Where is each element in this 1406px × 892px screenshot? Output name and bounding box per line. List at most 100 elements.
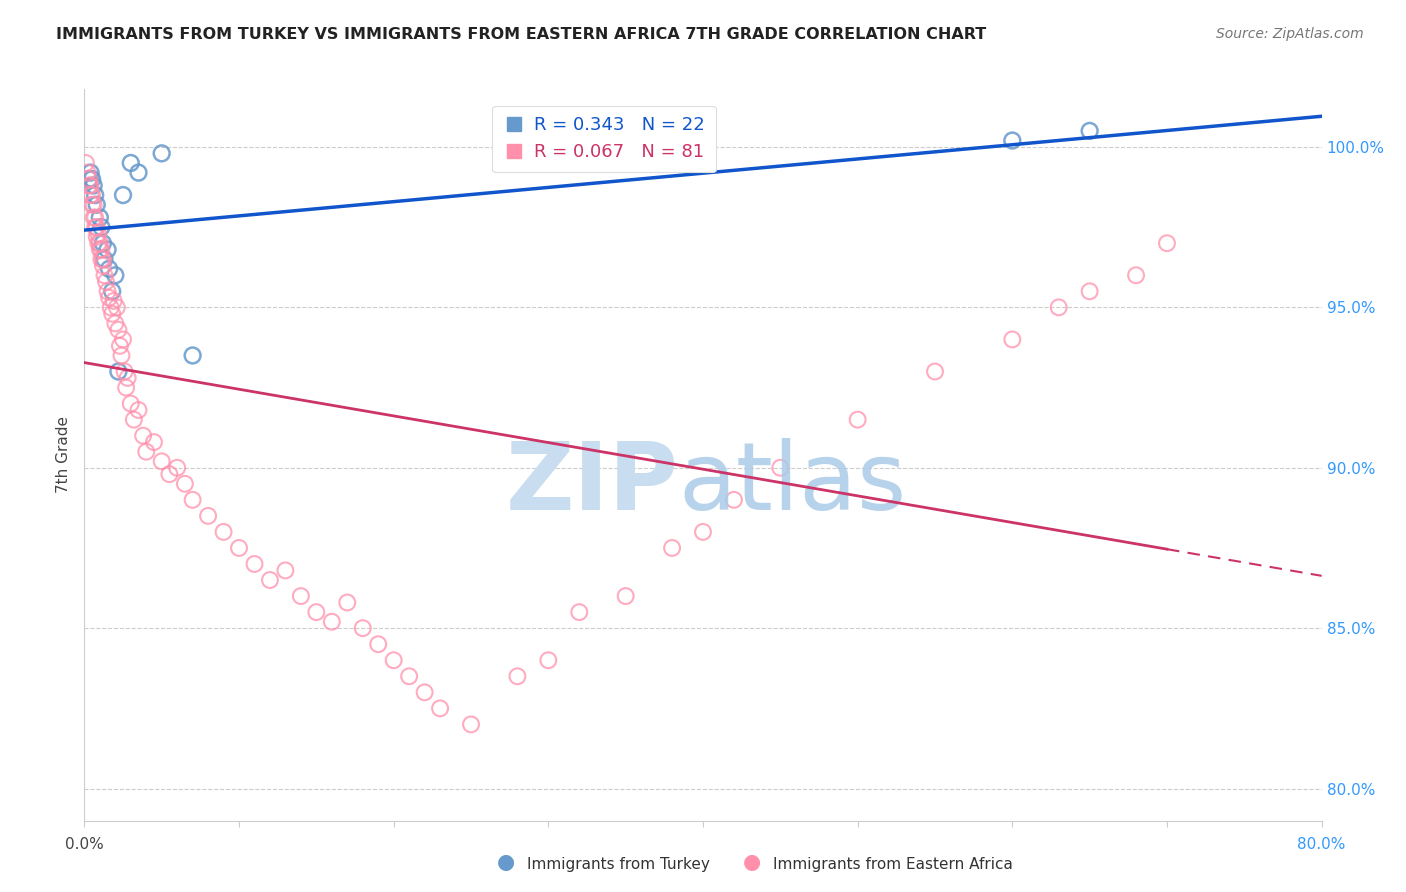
Point <box>87 236 110 251</box>
Point <box>174 476 197 491</box>
Text: 0.0%: 0.0% <box>65 837 104 852</box>
Point <box>1001 333 1024 347</box>
Point <box>120 396 142 410</box>
Point <box>77 172 100 186</box>
Point <box>91 252 114 267</box>
Point <box>91 236 114 251</box>
Point <box>108 339 131 353</box>
Point <box>924 364 946 378</box>
Point <box>181 492 204 507</box>
Point <box>107 364 129 378</box>
Point <box>84 220 107 235</box>
Point <box>107 323 129 337</box>
Point <box>82 197 104 211</box>
Point <box>89 236 111 251</box>
Point <box>79 188 101 202</box>
Point <box>367 637 389 651</box>
Point <box>143 435 166 450</box>
Point <box>692 524 714 539</box>
Text: Immigrants from Eastern Africa: Immigrants from Eastern Africa <box>773 857 1014 872</box>
Point <box>429 701 451 715</box>
Text: ●: ● <box>744 853 761 872</box>
Point <box>723 492 745 507</box>
Point <box>1078 124 1101 138</box>
Point <box>82 172 104 186</box>
Point <box>100 301 122 315</box>
Y-axis label: 7th Grade: 7th Grade <box>56 417 72 493</box>
Point <box>98 261 121 276</box>
Text: Source: ZipAtlas.com: Source: ZipAtlas.com <box>1216 27 1364 41</box>
Point <box>90 252 112 267</box>
Point <box>84 211 107 225</box>
Point <box>166 460 188 475</box>
Point <box>86 197 108 211</box>
Point <box>90 243 112 257</box>
Point <box>1078 285 1101 299</box>
Point <box>76 166 98 180</box>
Point <box>290 589 312 603</box>
Point <box>259 573 281 587</box>
Point <box>1001 134 1024 148</box>
Point <box>122 412 145 426</box>
Point <box>1047 301 1070 315</box>
Point <box>197 508 219 523</box>
Point <box>135 444 157 458</box>
Point <box>150 454 173 468</box>
Point <box>98 291 121 305</box>
Point <box>352 621 374 635</box>
Point <box>150 146 173 161</box>
Point <box>846 412 869 426</box>
Legend: R = 0.343   N = 22, R = 0.067   N = 81: R = 0.343 N = 22, R = 0.067 N = 81 <box>492 105 716 172</box>
Point <box>86 229 108 244</box>
Point <box>1156 236 1178 251</box>
Point <box>77 178 100 193</box>
Point <box>112 188 135 202</box>
Point <box>398 669 420 683</box>
Point <box>321 615 343 629</box>
Text: ZIP: ZIP <box>505 438 678 530</box>
Point <box>86 220 108 235</box>
Point <box>112 333 135 347</box>
Point <box>89 211 111 225</box>
Point <box>117 371 139 385</box>
Point <box>93 268 115 283</box>
Point <box>77 172 100 186</box>
Point <box>83 178 105 193</box>
Point <box>101 307 124 321</box>
Point <box>79 178 101 193</box>
Point <box>614 589 637 603</box>
Point <box>89 243 111 257</box>
Point <box>460 717 482 731</box>
Text: Immigrants from Turkey: Immigrants from Turkey <box>527 857 710 872</box>
Point <box>90 220 112 235</box>
Point <box>1125 268 1147 283</box>
Point <box>120 156 142 170</box>
Point <box>83 211 105 225</box>
Point <box>243 557 266 571</box>
Point <box>537 653 560 667</box>
Point <box>91 259 114 273</box>
Point <box>87 227 110 241</box>
Point <box>661 541 683 555</box>
Point <box>82 188 104 202</box>
Point <box>274 563 297 577</box>
Text: IMMIGRANTS FROM TURKEY VS IMMIGRANTS FROM EASTERN AFRICA 7TH GRADE CORRELATION C: IMMIGRANTS FROM TURKEY VS IMMIGRANTS FRO… <box>56 27 987 42</box>
Point <box>181 349 204 363</box>
Text: atlas: atlas <box>678 438 907 530</box>
Point <box>413 685 436 699</box>
Point <box>769 460 792 475</box>
Point <box>104 317 127 331</box>
Point <box>83 197 105 211</box>
Point <box>97 285 120 299</box>
Point <box>159 467 181 482</box>
Point <box>84 188 107 202</box>
Point <box>128 166 150 180</box>
Point <box>212 524 235 539</box>
Point <box>75 156 97 170</box>
Point <box>103 293 125 308</box>
Point <box>94 275 117 289</box>
Point <box>568 605 591 619</box>
Point <box>110 349 132 363</box>
Point <box>114 364 136 378</box>
Text: 80.0%: 80.0% <box>1298 837 1346 852</box>
